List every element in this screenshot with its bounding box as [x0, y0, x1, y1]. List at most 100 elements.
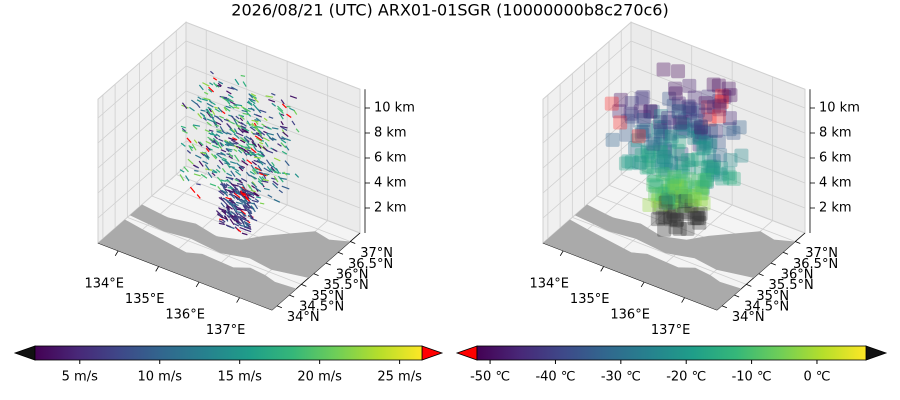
wind-arrow	[259, 141, 264, 145]
wind-arrow	[234, 78, 240, 86]
voxel	[714, 95, 729, 110]
tick-mark	[337, 251, 344, 255]
voxel	[696, 196, 711, 211]
wind-arrow	[228, 141, 235, 146]
land	[543, 219, 742, 310]
voxel	[667, 180, 682, 195]
voxel	[701, 89, 716, 104]
wind-arrow	[228, 152, 234, 158]
wind-arrow	[228, 137, 236, 142]
wind-arrow	[251, 185, 256, 189]
wind-arrow	[209, 183, 217, 187]
voxel	[651, 187, 666, 202]
wind-arrow	[179, 169, 185, 173]
wind-arrow	[181, 129, 188, 134]
voxel	[673, 164, 688, 179]
voxel	[666, 204, 681, 219]
wind-arrow	[226, 148, 233, 151]
tick-mark	[758, 273, 764, 277]
grid-line	[97, 65, 187, 144]
voxel	[677, 190, 692, 205]
voxel	[687, 122, 702, 137]
wind-arrow	[220, 149, 227, 153]
wind-arrow	[236, 183, 243, 186]
voxel	[655, 210, 670, 225]
colorbar-tick-label: -40 ℃	[535, 370, 575, 385]
voxel	[653, 145, 668, 160]
wind-arrow	[220, 179, 226, 182]
wind-arrow	[243, 205, 250, 209]
voxel	[671, 104, 686, 119]
y-tick-label: 36°N	[336, 267, 369, 282]
wind-arrow	[232, 142, 238, 145]
wind-arrow	[271, 127, 279, 130]
wind-arrow	[227, 97, 234, 103]
wind-arrow	[217, 82, 222, 87]
voxel	[691, 151, 706, 166]
voxel	[713, 148, 728, 163]
voxel	[651, 155, 666, 170]
voxel	[722, 111, 737, 126]
grid-line	[185, 40, 361, 109]
wind-arrow	[235, 177, 242, 182]
voxel	[663, 126, 678, 141]
wind-arrow	[235, 208, 242, 211]
x-tick-label: 135°E	[125, 292, 165, 307]
tick-mark	[559, 250, 564, 256]
wind-arrow	[198, 160, 204, 167]
wind-arrow	[225, 118, 231, 122]
voxel	[670, 178, 685, 193]
voxel	[664, 157, 679, 172]
tick-mark	[114, 250, 119, 256]
voxel	[624, 95, 639, 110]
voxel	[687, 211, 702, 226]
voxel	[655, 167, 670, 182]
wind-arrow	[229, 190, 235, 193]
wind-arrow	[250, 93, 257, 97]
wind-arrow	[234, 214, 239, 220]
voxel	[663, 212, 678, 227]
wind-arrow	[254, 198, 260, 202]
voxel	[683, 105, 698, 120]
wind-arrow	[225, 206, 231, 212]
y-tick-label: 35.5°N	[324, 278, 369, 293]
voxel	[646, 168, 661, 183]
colorbar-tick-label: -20 ℃	[666, 370, 706, 385]
wind-arrow	[207, 106, 212, 111]
grid-line	[630, 40, 806, 109]
wind-arrow	[257, 108, 262, 114]
voxel	[708, 123, 723, 138]
wind-arrow	[257, 178, 263, 183]
wind-arrow	[179, 174, 185, 182]
wind-arrow	[233, 104, 238, 107]
wind-arrow	[236, 228, 242, 233]
wind-arrow	[268, 116, 274, 119]
wind-arrow	[211, 109, 216, 115]
wind-arrow	[196, 99, 202, 103]
z-tick-label: 4 km	[374, 176, 407, 191]
wind-arrow	[238, 180, 243, 184]
wind-arrow	[180, 125, 186, 129]
wind-arrow	[247, 143, 256, 147]
wind-arrow	[233, 192, 241, 199]
wind-arrow	[193, 173, 201, 177]
wind-arrow	[240, 190, 245, 197]
voxel	[684, 198, 699, 213]
wind-arrow	[202, 114, 207, 120]
wind-arrow	[279, 125, 288, 129]
wind-arrow	[241, 232, 248, 236]
wind-arrow	[243, 148, 250, 154]
wind-arrow	[216, 164, 221, 170]
wind-arrow	[271, 102, 277, 107]
wind-arrow	[223, 106, 231, 112]
voxel	[637, 109, 652, 124]
grid-line	[185, 90, 361, 159]
wind-arrow	[211, 171, 218, 174]
wind-arrow	[267, 194, 273, 198]
wind-arrow	[227, 176, 234, 181]
tick-mark	[350, 241, 356, 244]
voxel	[682, 78, 697, 93]
wind-arrow	[235, 104, 243, 107]
tick-mark	[733, 294, 740, 298]
wind-arrow	[197, 141, 203, 147]
